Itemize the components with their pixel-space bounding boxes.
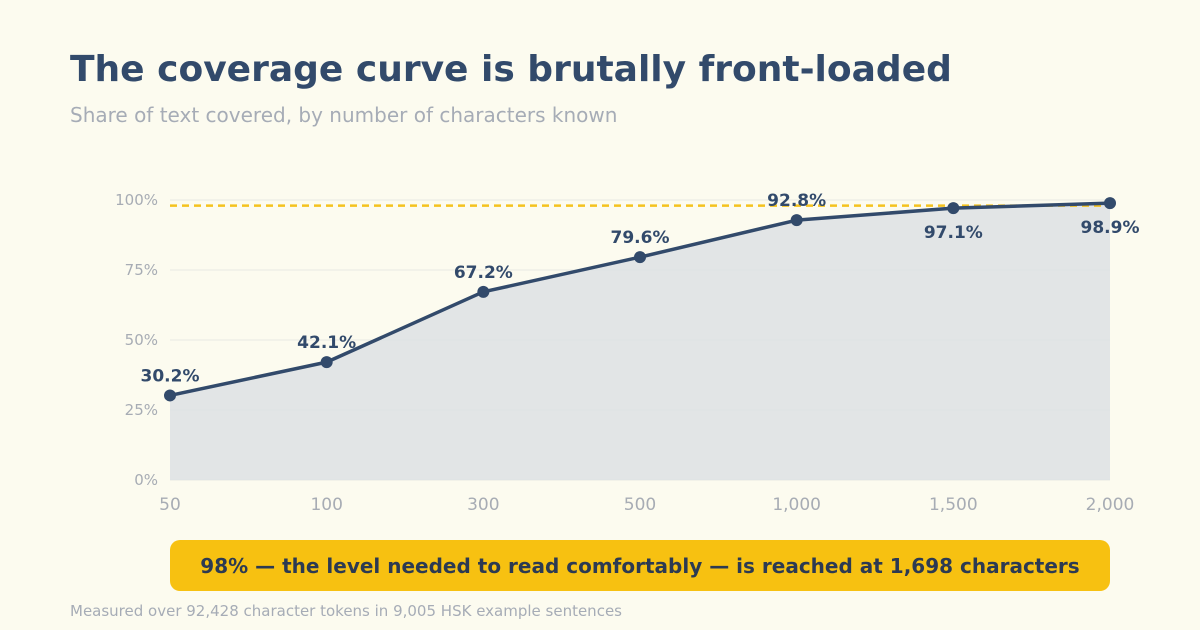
y-tick-label: 25%: [125, 401, 158, 419]
data-point: [947, 202, 960, 215]
data-point: [477, 285, 490, 298]
coverage-area: [170, 203, 1110, 480]
x-tick-label: 500: [624, 495, 656, 515]
data-point: [164, 389, 176, 402]
data-point: [1104, 197, 1116, 210]
data-label: 92.8%: [767, 191, 826, 211]
data-label: 79.6%: [611, 228, 670, 248]
x-tick-label: 50: [159, 495, 181, 515]
data-label: 98.9%: [1081, 218, 1140, 238]
threshold-callout-text: 98% — the level needed to read comfortab…: [200, 553, 1080, 578]
y-tick-label: 75%: [125, 261, 158, 279]
data-point: [790, 214, 803, 227]
footnote: Measured over 92,428 character tokens in…: [70, 602, 622, 620]
data-point: [634, 251, 646, 264]
data-label: 42.1%: [297, 333, 356, 353]
data-label: 67.2%: [454, 263, 513, 283]
chart-subtitle: Share of text covered, by number of char…: [70, 103, 618, 127]
x-tick-label: 1,500: [929, 495, 978, 515]
x-tick-label: 2,000: [1086, 495, 1135, 515]
y-tick-label: 100%: [115, 191, 158, 209]
data-label: 97.1%: [924, 223, 983, 243]
x-tick-label: 1,000: [772, 495, 821, 515]
data-label: 30.2%: [141, 366, 200, 386]
data-point: [320, 356, 333, 369]
threshold-callout: 98% — the level needed to read comfortab…: [170, 540, 1110, 591]
y-tick-label: 0%: [134, 471, 158, 489]
x-tick-label: 100: [310, 495, 342, 515]
x-tick-label: 300: [467, 495, 499, 515]
chart-title: The coverage curve is brutally front-loa…: [70, 49, 952, 90]
y-tick-label: 50%: [125, 331, 158, 349]
